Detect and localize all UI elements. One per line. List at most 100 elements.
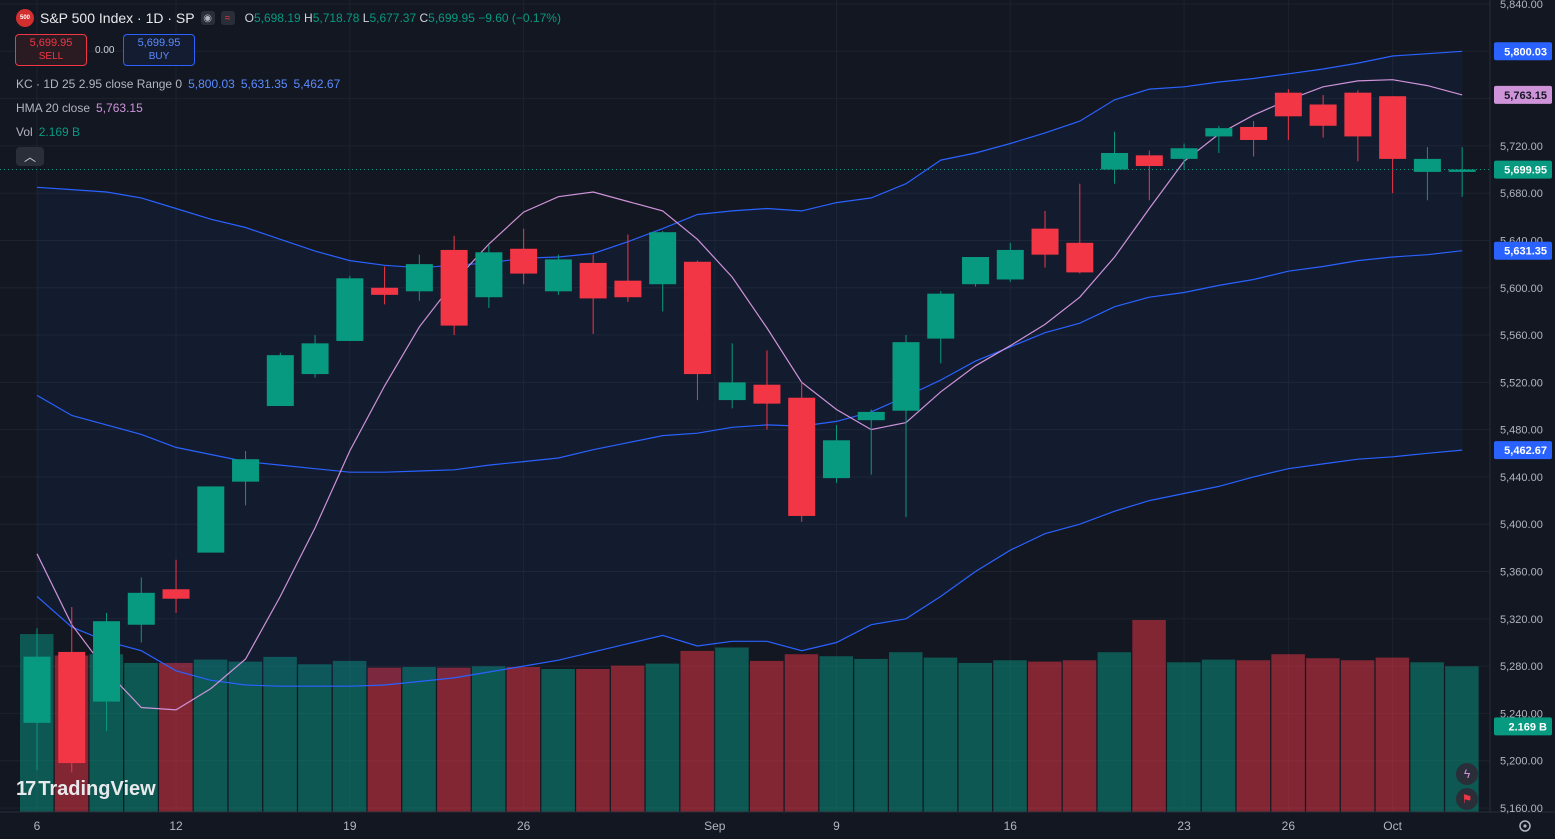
us-flag-button[interactable]: ⚑ [1456, 788, 1478, 810]
time-axis[interactable]: 6 12 19 26 Sep 9 16 23 26 Oct [34, 819, 1403, 833]
price-scale-label-text: 5,800.03 [1504, 46, 1547, 58]
price-scale-label-bg [1494, 441, 1552, 460]
price-scale-labels: 5,800.03 5,763.15 5,699.95 5,631.35 5,462.67… [1494, 42, 1552, 736]
volume-bar [263, 656, 297, 812]
symbol-logo-icon: 500 [16, 9, 34, 27]
candle [1240, 121, 1268, 157]
wave-icon[interactable]: ≈ [220, 11, 235, 25]
keltner-upper-line [36, 50, 1463, 269]
tradingview-logo[interactable]: 17 TradingView [16, 778, 156, 801]
price-tick-label: 5,560.00 [1500, 330, 1543, 342]
candle-body [58, 651, 86, 764]
price-tick-label: 5,160.00 [1500, 803, 1543, 815]
price-tick-label: 5,360.00 [1500, 567, 1543, 579]
candle [649, 231, 677, 312]
kc-legend[interactable]: KC · 1D 25 2.95 close Range 0 5,800.03 5… [16, 77, 340, 91]
vol-value: 2.169 B [38, 125, 81, 139]
candle [1448, 147, 1476, 197]
candle [1066, 183, 1094, 274]
time-tick-label: 19 [343, 819, 357, 833]
volume-bar [923, 657, 958, 812]
volume-bar [1271, 654, 1305, 812]
volume-bar [854, 658, 888, 812]
price-tick-label: 5,320.00 [1500, 614, 1543, 626]
time-tick-label: 26 [517, 819, 531, 833]
time-tick-label: 6 [34, 819, 41, 833]
ohlc-high-label: H [304, 11, 313, 25]
time-tick-label: Oct [1383, 819, 1402, 833]
spread-value: 0.00 [95, 45, 115, 56]
price-scale-label-bg [1494, 160, 1552, 179]
price-tick-label: 5,280.00 [1500, 661, 1543, 673]
candle-body [1135, 155, 1163, 166]
price-scale-label-bg [1494, 42, 1552, 61]
hma-value: 5,763.15 [96, 101, 143, 115]
vol-legend[interactable]: Vol 2.169 B [16, 125, 80, 139]
kc-middle-value: 5,631.35 [240, 77, 288, 91]
price-tick-label: 5,520.00 [1500, 377, 1543, 389]
volume-bar [402, 666, 436, 812]
volume-bar [680, 650, 714, 812]
kc-label: KC · 1D 25 2.95 close Range 0 [16, 77, 183, 91]
price-tick-label: 5,840.00 [1500, 0, 1543, 11]
candle-body [962, 257, 990, 285]
volume-bar [819, 656, 853, 812]
price-scale-label: 5,763.15 [1494, 85, 1552, 104]
candle-body [1274, 92, 1302, 117]
candle [440, 235, 468, 336]
candle [788, 382, 816, 522]
price-axis[interactable]: 5,160.00 5,200.00 5,240.00 5,280.00 5,320.00… [1500, 0, 1543, 815]
candle [1205, 125, 1233, 153]
volume-bar [715, 647, 749, 812]
keltner-lower-line [36, 449, 1463, 687]
symbol-title[interactable]: S&P 500 Index · 1D · SP [40, 10, 195, 26]
hma-legend[interactable]: HMA 20 close 5,763.15 [16, 101, 143, 115]
candle [718, 343, 746, 409]
buy-button[interactable]: 5,699.95 BUY [123, 34, 195, 66]
lightning-button[interactable]: ϟ [1456, 763, 1478, 785]
candle [822, 424, 850, 483]
time-tick-label: Sep [704, 819, 726, 833]
volume-bar [958, 662, 993, 812]
volume-bar [610, 665, 645, 812]
price-scale-label: 5,631.35 [1494, 241, 1552, 260]
symbol-header[interactable]: 500 S&P 500 Index · 1D · SP ◉ ≈ O5,698.1… [16, 9, 561, 27]
candle [58, 607, 86, 773]
price-tick-label: 5,200.00 [1500, 756, 1543, 768]
candle-body [127, 592, 155, 625]
candle [93, 612, 121, 732]
candle-body [93, 621, 121, 702]
candles [23, 89, 1476, 773]
sell-button[interactable]: 5,699.95 SELL [15, 34, 87, 66]
candle [1101, 131, 1129, 184]
candle-body [1309, 104, 1337, 126]
ohlc-high-value: 5,718.78 [312, 11, 360, 25]
candle [1413, 147, 1441, 201]
tradingview-logo-text: TradingView [38, 778, 156, 800]
candle [1309, 95, 1337, 138]
candle-body [1101, 152, 1129, 170]
price-scale-label-text: 2.169 B [1508, 721, 1547, 733]
candle [892, 335, 920, 518]
candle-body [1413, 158, 1441, 172]
candle-body [371, 287, 399, 295]
keltner-channel-fill [37, 51, 1463, 687]
candle-body [753, 384, 781, 404]
volume-bar [1340, 660, 1375, 812]
price-scale-label: 5,462.67 [1494, 441, 1552, 460]
candle-body [544, 259, 572, 292]
candle [371, 266, 399, 305]
price-tick-label: 5,680.00 [1500, 188, 1543, 200]
eye-icon[interactable]: ◉ [200, 11, 215, 25]
volume-bar [437, 667, 471, 812]
collapse-legend-button[interactable]: ︿ [16, 147, 44, 166]
volume-bar [193, 659, 228, 812]
settings-gear-icon[interactable] [1519, 820, 1531, 832]
volume-bar [1167, 662, 1201, 812]
candle-body [1344, 92, 1372, 137]
sell-price: 5,699.95 [29, 37, 73, 49]
volume-bar [1236, 660, 1271, 812]
ohlc-close-value: 5,699.95 −9.60 (−0.17%) [428, 11, 561, 25]
candle [1274, 89, 1302, 140]
